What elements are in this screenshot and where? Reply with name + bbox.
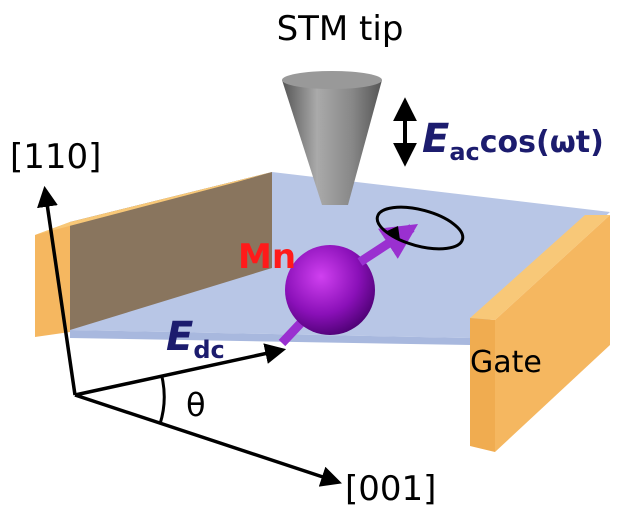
axis-001-label: [001]: [345, 469, 436, 508]
edc-arrow: [74, 343, 287, 397]
stm-tip-label: STM tip: [277, 9, 404, 49]
gate-top: [470, 215, 610, 320]
axis-110-label: [110]: [10, 137, 101, 177]
edc-label: Edc: [166, 314, 225, 364]
precession-orbit: [375, 205, 465, 251]
stm-tip-cone: [282, 80, 382, 205]
eac-label: Eaccos(ωt): [422, 116, 604, 166]
stm-tip-top: [282, 71, 382, 89]
gate-side: [495, 215, 610, 452]
theta-label: θ: [186, 386, 206, 424]
mn-atom: [285, 245, 375, 335]
spin-arrow: [357, 224, 419, 266]
axis-001: [74, 393, 342, 487]
gate-front: [470, 318, 495, 452]
theta-arc: [158, 376, 166, 425]
gate-label: Gate: [470, 345, 542, 380]
mn-label: Mn: [238, 237, 296, 277]
slab-front: [70, 330, 470, 345]
orbit-arrow: [385, 226, 400, 240]
axis-110: [37, 185, 77, 396]
left-wall-top: [35, 172, 272, 235]
